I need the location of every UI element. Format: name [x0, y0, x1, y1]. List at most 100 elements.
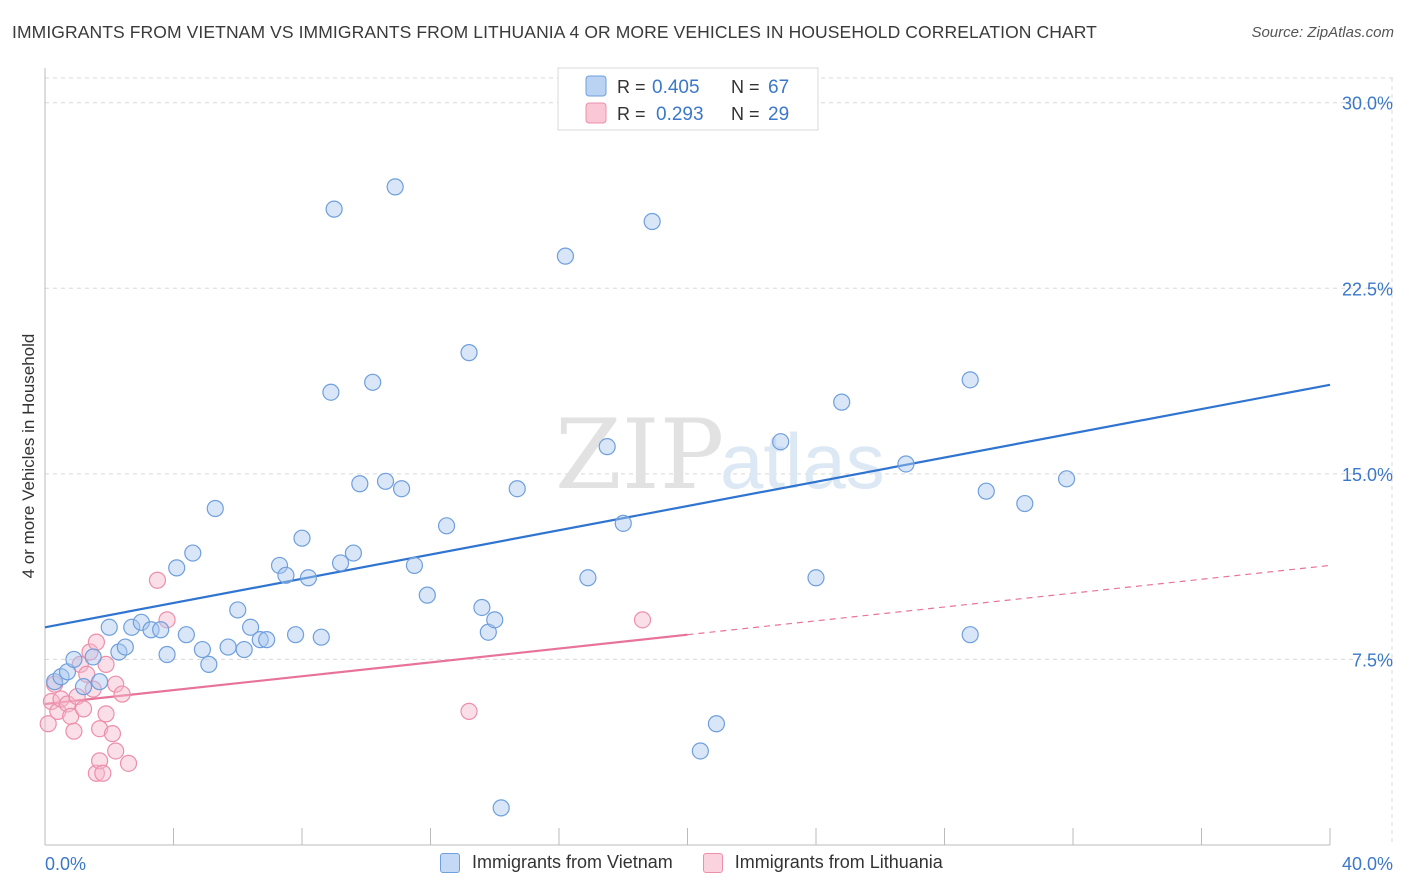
point-vietnam: [691, 742, 709, 760]
point-vietnam: [807, 569, 825, 587]
point-vietnam: [91, 673, 109, 691]
point-vietnam: [961, 626, 979, 644]
legend-label-lithuania: Immigrants from Lithuania: [734, 852, 943, 872]
legend-r-label-1: R =: [617, 77, 646, 97]
point-vietnam: [437, 517, 456, 535]
point-vietnam: [643, 212, 661, 231]
point-vietnam: [492, 799, 510, 817]
point-lithuania: [460, 702, 478, 720]
point-vietnam: [598, 438, 616, 456]
correlation-legend: R = 0.405 N = 67 R = 0.293 N = 29: [557, 67, 819, 131]
point-lithuania: [97, 655, 115, 673]
lithuania-points: [39, 571, 652, 782]
legend-n-label-2: N =: [731, 104, 760, 124]
point-vietnam: [322, 383, 340, 401]
point-vietnam: [293, 529, 311, 547]
point-vietnam: [242, 618, 260, 636]
point-vietnam: [556, 247, 575, 265]
point-lithuania: [113, 685, 131, 703]
point-lithuania: [74, 700, 93, 718]
point-vietnam: [579, 569, 597, 587]
point-vietnam: [961, 371, 979, 389]
legend-item-vietnam: Immigrants from Vietnam: [440, 852, 673, 873]
legend-item-lithuania: Immigrants from Lithuania: [702, 852, 943, 873]
y-tick-label: 30.0%: [1342, 94, 1393, 114]
chart-title: IMMIGRANTS FROM VIETNAM VS IMMIGRANTS FR…: [12, 22, 1097, 42]
legend-n-label-1: N =: [731, 77, 760, 97]
point-lithuania: [97, 705, 115, 723]
point-lithuania: [633, 611, 652, 629]
point-vietnam: [508, 480, 526, 498]
point-vietnam: [123, 618, 141, 636]
point-vietnam: [833, 393, 851, 411]
point-vietnam: [460, 344, 478, 362]
point-lithuania: [158, 611, 176, 629]
vietnam-points: [46, 178, 1076, 817]
point-lithuania: [87, 633, 106, 651]
point-vietnam: [235, 640, 253, 659]
point-vietnam: [977, 482, 995, 500]
point-vietnam: [65, 650, 83, 669]
point-vietnam: [1016, 494, 1034, 513]
point-vietnam: [1057, 470, 1076, 488]
point-vietnam: [376, 472, 395, 490]
point-vietnam: [158, 645, 176, 664]
y-tick-label: 22.5%: [1342, 279, 1393, 299]
trend-lines: [44, 383, 1331, 706]
point-lithuania: [91, 720, 109, 738]
point-vietnam: [277, 566, 295, 584]
watermark-atlas: atlas: [720, 417, 885, 505]
trend-line-vietnam: [44, 383, 1331, 629]
point-lithuania: [65, 722, 83, 740]
point-vietnam: [364, 373, 382, 391]
point-lithuania: [148, 571, 167, 589]
point-vietnam: [312, 628, 330, 646]
point-vietnam: [193, 640, 212, 659]
point-vietnam: [286, 626, 305, 644]
point-vietnam: [84, 648, 102, 666]
point-lithuania: [39, 715, 57, 733]
legend-n-value-2: 29: [768, 104, 789, 125]
watermark-zip: ZIP: [555, 399, 724, 511]
point-vietnam: [707, 715, 726, 733]
point-vietnam: [177, 626, 195, 644]
point-vietnam: [331, 554, 350, 572]
point-lithuania: [119, 754, 138, 772]
point-vietnam: [325, 200, 343, 218]
legend-n-value-1: 67: [768, 77, 789, 98]
point-vietnam: [100, 618, 118, 636]
point-vietnam: [219, 638, 237, 656]
point-vietnam: [418, 586, 436, 604]
trend-line-lithuania: [44, 633, 688, 706]
point-vietnam: [251, 631, 269, 649]
axes: [44, 68, 1331, 846]
point-vietnam: [344, 544, 362, 562]
point-vietnam: [299, 569, 318, 587]
point-vietnam: [142, 621, 160, 639]
point-vietnam: [614, 514, 632, 532]
legend-r-label-2: R =: [617, 104, 646, 124]
point-vietnam: [486, 611, 504, 629]
bottom-legend: Immigrants from Vietnam Immigrants from …: [440, 852, 973, 873]
legend-r-value-1: 0.405: [652, 77, 700, 98]
point-vietnam: [206, 499, 224, 518]
point-vietnam: [270, 556, 289, 575]
y-axis-label: 4 or more Vehicles in Household: [19, 334, 38, 579]
x-tick-label: 40.0%: [1342, 854, 1393, 874]
legend-swatch-vietnam-bottom: [440, 852, 460, 873]
point-vietnam: [392, 480, 411, 498]
point-vietnam: [897, 455, 915, 473]
point-lithuania: [107, 742, 125, 760]
point-vietnam: [258, 631, 276, 649]
point-lithuania: [94, 764, 112, 782]
point-vietnam: [386, 178, 404, 196]
point-vietnam: [200, 655, 218, 673]
legend-swatch-vietnam: [585, 75, 607, 97]
point-lithuania: [81, 643, 99, 661]
tick-labels: 7.5% 15.0% 22.5% 30.0% 0.0% 40.0%: [45, 94, 1393, 874]
legend-label-vietnam: Immigrants from Vietnam: [472, 852, 673, 872]
point-vietnam: [772, 433, 790, 451]
legend-swatch-lithuania-bottom: [702, 852, 723, 873]
point-vietnam: [351, 475, 369, 493]
